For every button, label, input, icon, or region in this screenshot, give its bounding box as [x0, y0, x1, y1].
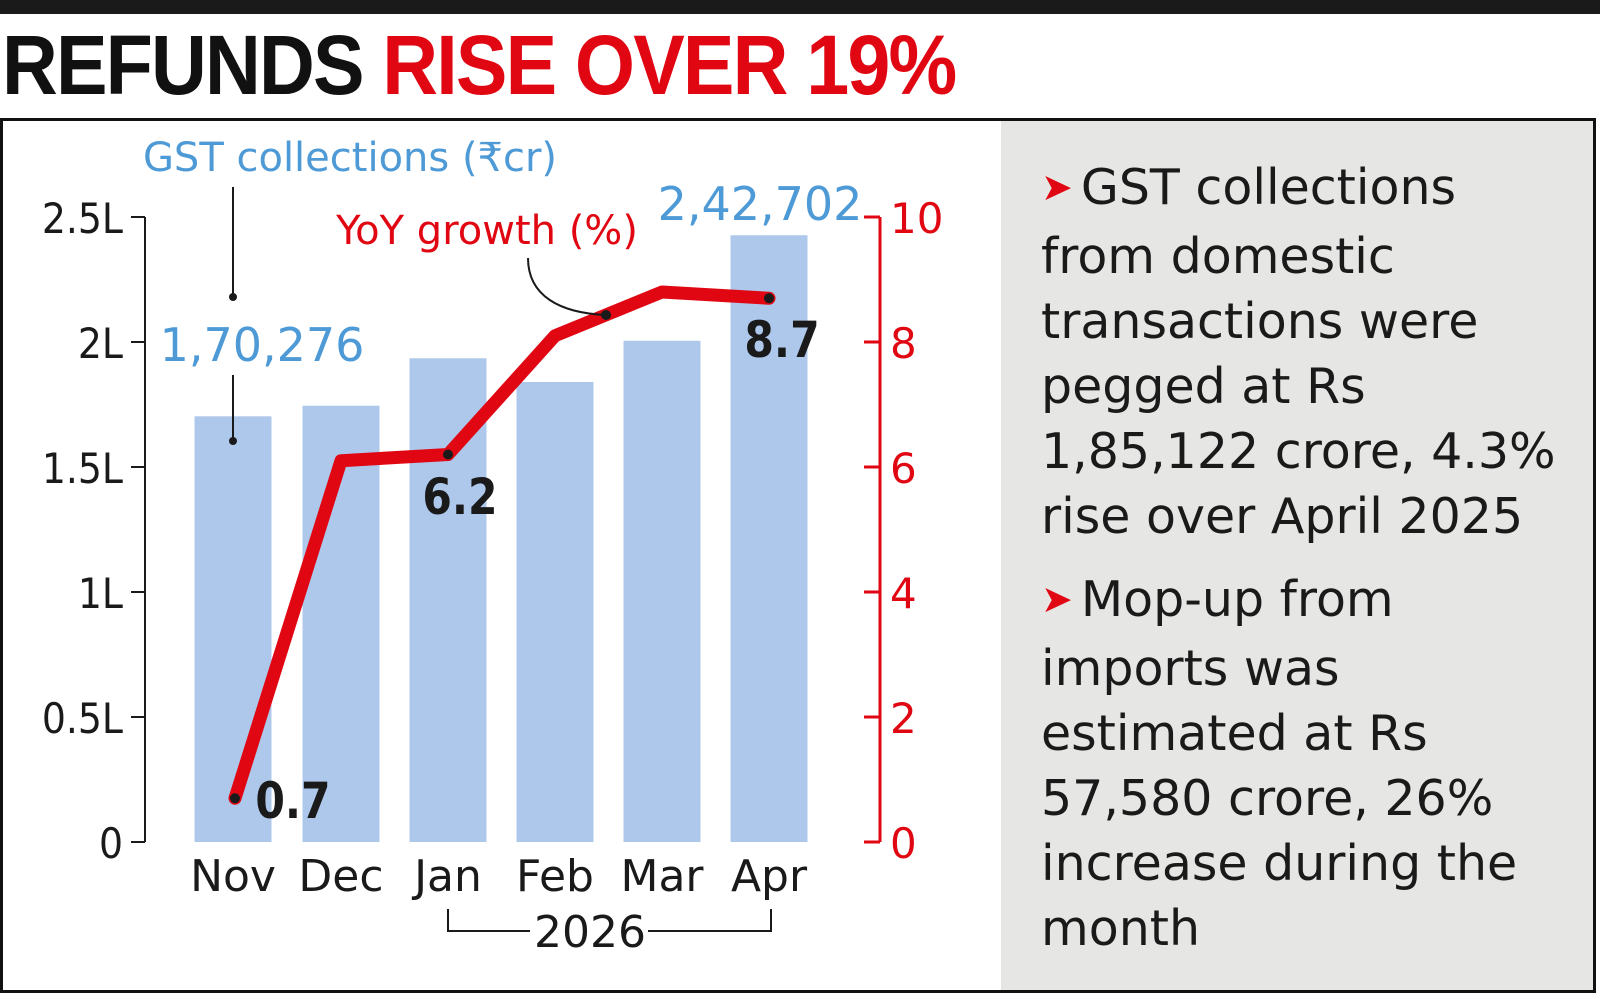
year-label: 2026: [534, 907, 646, 958]
year-bracket-left: [447, 909, 530, 932]
labels-group: GST collections (₹cr) YoY growth (%) 1,70,…: [143, 135, 862, 830]
x-tick-label: Apr: [731, 851, 808, 902]
left-tick-label: 1.5L: [42, 445, 124, 493]
growth-value-label: 8.7: [744, 311, 819, 369]
legend-gst-collections: GST collections (₹cr): [143, 135, 557, 181]
growth-point-dot: [764, 293, 774, 304]
growth-line: [228, 285, 776, 805]
legend-yoy-growth: YoY growth (%): [335, 208, 638, 254]
bar-feb: [516, 382, 594, 842]
right-tick-label: 2: [890, 694, 917, 743]
red-arrow-icon: ➤: [1041, 165, 1073, 209]
right-tick-label: 4: [890, 569, 917, 618]
growth-value-label: 6.2: [422, 468, 497, 526]
red-arrow-icon: ➤: [1041, 577, 1073, 621]
notes-panel: ➤ GST collections from domestic transacti…: [1001, 121, 1593, 990]
bar-value-label: 2,42,702: [658, 177, 863, 231]
headline: REFUNDS RISE OVER 19%: [2, 18, 957, 112]
bar-value-label: 1,70,276: [160, 318, 365, 372]
growth-point-dot: [230, 793, 240, 804]
growth-value-label: 0.7: [255, 772, 330, 830]
growth-point-dot: [443, 449, 453, 460]
bar-jan: [409, 358, 487, 842]
bars-group: [194, 235, 808, 842]
x-tick-label: Nov: [190, 851, 276, 902]
content-frame: [0, 118, 1596, 993]
headline-part-red: RISE OVER 19%: [382, 18, 957, 112]
note-text: GST collections from domestic transactio…: [1041, 159, 1556, 545]
leader-line-growth: [527, 257, 607, 316]
growth-line-group: [228, 285, 776, 805]
x-tick-label: Mar: [620, 851, 704, 902]
leader-dot: [601, 310, 611, 320]
x-tick-label: Dec: [298, 851, 383, 902]
x-tick-label: Feb: [516, 851, 594, 902]
right-tick-label: 8: [890, 319, 917, 368]
headline-part-black: REFUNDS: [2, 18, 364, 112]
leader-dot: [229, 293, 237, 301]
leader-dot: [229, 437, 237, 445]
right-tick-label: 6: [890, 444, 917, 493]
x-tick-label: Jan: [411, 851, 482, 902]
year-bracket-right: [648, 909, 772, 932]
bar-mar: [623, 340, 701, 842]
note-text: Mop-up from imports was estimated at Rs …: [1041, 571, 1518, 957]
axes-group: 0 0.5L 1L 1.5L 2L 2.5L 0 2 4 6 8 10 Nov Dec Jan Feb Mar A…: [42, 194, 944, 958]
bar-nov: [194, 416, 272, 842]
gst-chart: 0 0.5L 1L 1.5L 2L 2.5L 0 2 4 6 8 10 Nov Dec Jan Feb Mar A…: [42, 135, 944, 958]
left-tick-label: 0.5L: [42, 695, 124, 743]
note-item: ➤ Mop-up from imports was estimated at Rs…: [1041, 567, 1581, 961]
left-tick-label: 2.5L: [42, 195, 124, 243]
top-rule: [0, 0, 1600, 14]
right-tick-label: 0: [890, 819, 917, 868]
left-tick-label: 2L: [78, 320, 124, 368]
note-item: ➤ GST collections from domestic transacti…: [1041, 155, 1581, 549]
bar-apr: [730, 235, 808, 842]
left-tick-label: 1L: [78, 570, 124, 618]
right-tick-label: 10: [890, 194, 943, 243]
left-tick-label: 0: [99, 820, 123, 868]
